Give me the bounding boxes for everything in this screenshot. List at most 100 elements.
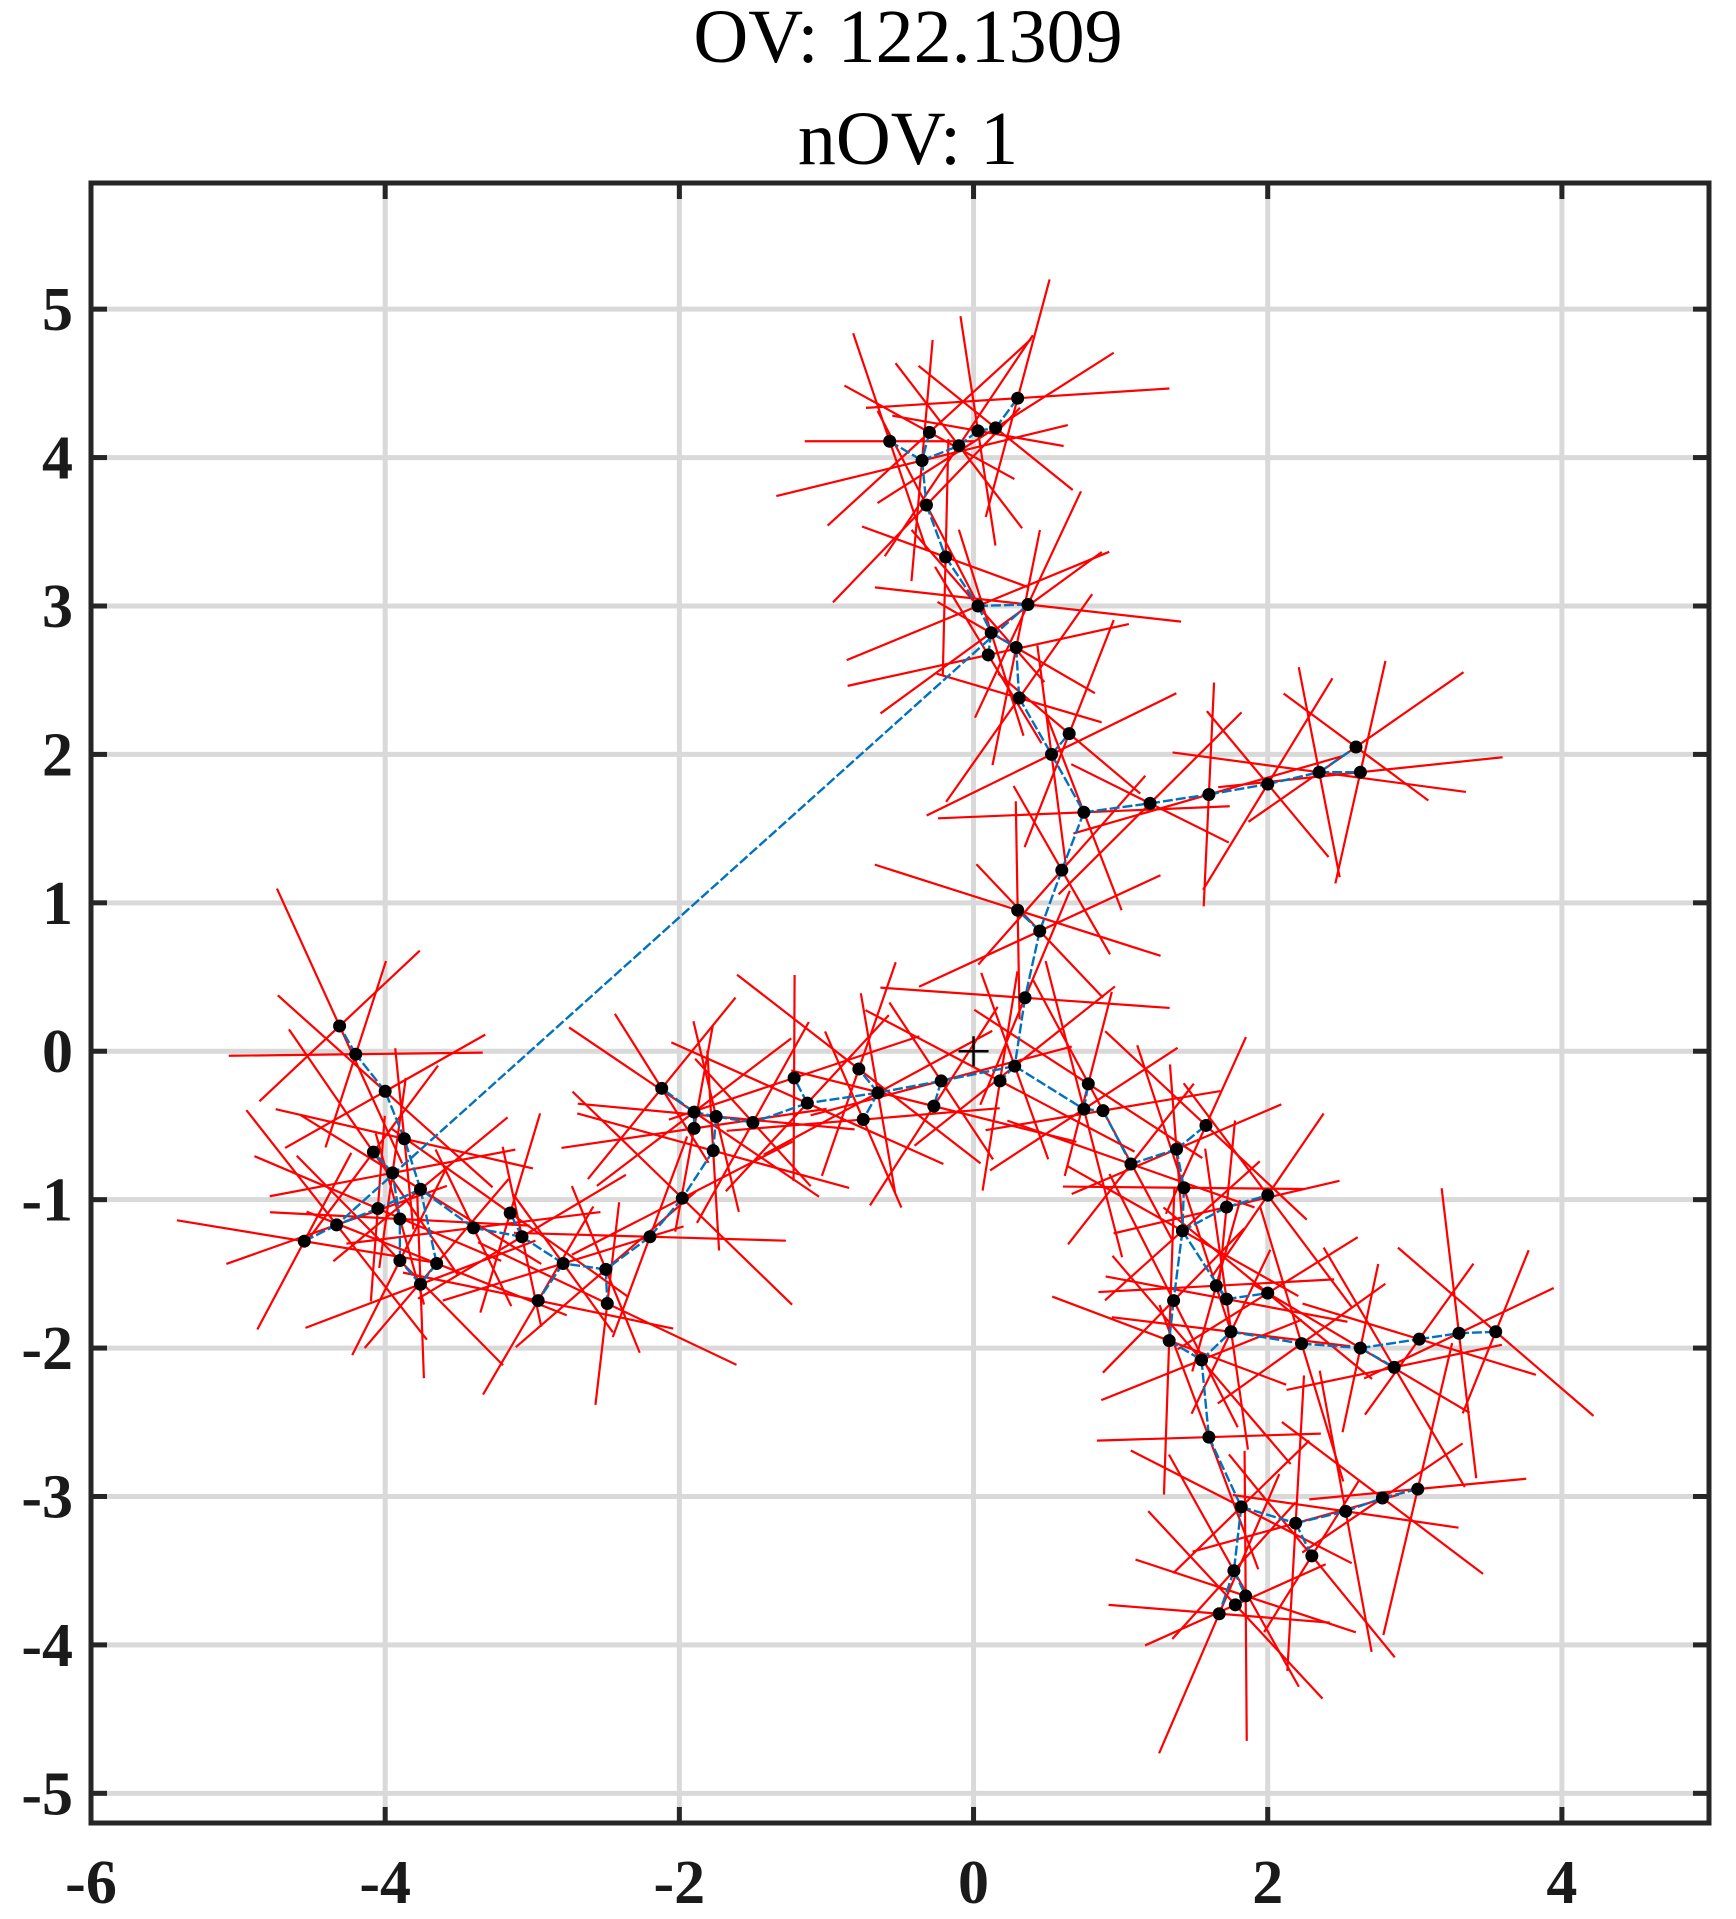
data-point [1261,1286,1275,1300]
tree-edge [1226,1291,1268,1301]
data-point [330,1218,344,1232]
data-point [687,1121,701,1135]
data-point [333,1019,347,1033]
y-tick-label: -1 [21,1167,73,1235]
data-point [706,1144,720,1158]
tree-edge [1167,1300,1175,1341]
data-point [1295,1337,1309,1351]
plot-area-frame [88,180,1712,1826]
data-point [466,1221,480,1235]
data-point [1412,1332,1426,1346]
x-tick-label: -4 [359,1849,411,1917]
data-point [984,626,998,640]
data-point [971,424,985,438]
data-point [1170,1142,1184,1156]
data-point [531,1294,545,1308]
data-point [1411,1482,1425,1496]
data-point [1175,1224,1189,1238]
x-tick-label: 4 [1546,1849,1577,1917]
data-point [883,434,897,448]
data-point [1062,727,1076,741]
tree-edge [521,1235,564,1265]
data-point [952,439,966,453]
data-point [709,1110,723,1124]
data-point [599,1262,613,1276]
tree-edge [403,1138,422,1190]
data-point [1195,1353,1209,1367]
tree-edge [562,1262,606,1271]
data-point [1339,1504,1353,1518]
data-point [1021,598,1035,612]
data-point [393,1212,407,1226]
data-point [1124,1157,1138,1171]
data-point [746,1115,760,1129]
tree-edge [1301,1342,1361,1350]
data-point [1011,903,1025,917]
data-point [1224,1325,1238,1339]
y-tick-label: 5 [42,276,73,344]
data-point [1353,1341,1367,1355]
data-point [919,498,933,512]
data-point [687,1105,701,1119]
data-point [856,1113,870,1127]
y-tick-label: 1 [42,870,73,938]
tree-edge [1232,1506,1243,1571]
tree-edge [1318,745,1357,774]
data-point [1220,1200,1234,1214]
tree-edge [1208,782,1268,796]
data-point [922,425,936,439]
data-point [1177,1181,1191,1195]
tree-edge [877,1079,942,1094]
tree-edge [1101,1110,1132,1165]
data-point [934,1074,948,1088]
data-point [1202,787,1216,801]
data-point [349,1047,363,1061]
data-point [1077,1102,1091,1116]
y-tick-label: -3 [21,1463,73,1531]
data-point [1202,1430,1216,1444]
tree-edge [1023,930,1041,999]
tree-edge [1060,811,1085,871]
data-point [1387,1360,1401,1374]
tree-edge [1345,1496,1383,1513]
data-point [927,1099,941,1113]
tree-edge [1295,1510,1346,1525]
tree-edge [1050,753,1085,813]
tree-edge [944,556,979,607]
tree-edge [1181,1187,1186,1231]
data-point [971,599,985,613]
data-point [787,1071,801,1085]
tree-edge [605,1235,651,1271]
data-point [1011,391,1025,405]
tree-edge [384,1090,406,1140]
data-point [1261,1188,1275,1202]
data-point [1033,924,1047,938]
data-point [915,454,929,468]
data-point [1143,796,1157,810]
data-point [1212,1607,1226,1621]
tree-edge [752,1102,808,1124]
data-point [515,1230,529,1244]
data-point [1312,765,1326,779]
data-point [1199,1118,1213,1132]
data-point [366,1145,380,1159]
data-point [1261,777,1275,791]
axis-ticks [88,183,1709,1823]
data-point [1234,1500,1248,1514]
data-point [1009,641,1023,655]
tree-edge [1419,1332,1460,1341]
data-point [1220,1292,1234,1306]
data-point [1055,863,1069,877]
data-point [1081,1077,1095,1091]
data-point [1077,805,1091,819]
data-point [1018,991,1032,1005]
y-tick-label: -4 [21,1612,73,1680]
x-axis-tick-labels: -6 -4 -2 0 2 4 [65,1849,1577,1917]
data-point [1305,1549,1319,1563]
tree-edge [1172,1230,1184,1301]
tree-edge [391,1172,402,1220]
tree-edge [354,1053,387,1093]
data-point [939,550,953,564]
